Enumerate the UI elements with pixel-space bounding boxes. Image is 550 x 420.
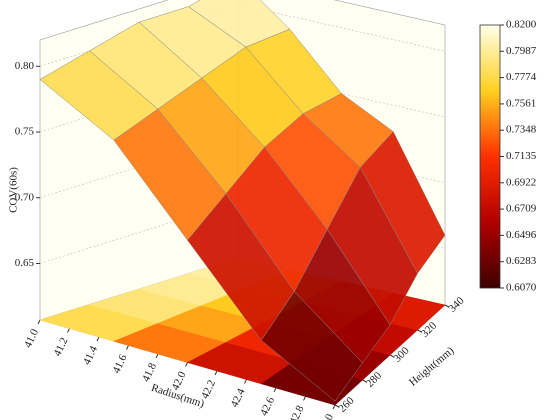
z-tick-label: 0.75: [15, 126, 35, 138]
colorbar-tick-label: 0.7987: [506, 45, 537, 57]
colorbar-tick-label: 0.7561: [506, 97, 536, 109]
colorbar-tick-label: 0.7348: [506, 124, 537, 136]
x-tick-label: 43.0: [317, 412, 336, 420]
x-tick-label: 42.4: [229, 386, 248, 409]
colorbar-tick-label: 0.8200: [506, 19, 537, 31]
x-tick: [96, 336, 100, 342]
x-tick-label: 41.8: [140, 361, 159, 384]
x-tick-label: 41.2: [52, 336, 71, 359]
x-tick-label: 42.8: [288, 403, 307, 420]
x-tick: [214, 370, 218, 376]
colorbar-tick-label: 0.6922: [506, 176, 536, 188]
z-tick-label: 0.70: [15, 191, 35, 203]
x-tick: [332, 404, 336, 410]
z-tick-label: 0.80: [15, 60, 35, 72]
surface-patch: [260, 291, 363, 402]
y-axis-label: Height(mm): [407, 344, 457, 388]
colorbar-tick-label: 0.6283: [506, 255, 537, 267]
colorbar-tick-label: 0.7135: [506, 150, 537, 162]
x-tick: [244, 379, 247, 384]
x-tick-label: 41.6: [111, 352, 130, 375]
x-tick: [155, 353, 159, 359]
z-tick-label: 0.65: [15, 257, 35, 269]
y-tick: [389, 354, 395, 358]
x-tick: [126, 345, 129, 350]
x-tick-label: 42.6: [258, 395, 277, 418]
x-tick: [273, 387, 277, 393]
y-tick-label: 340: [446, 294, 467, 315]
z-axis-label: COV(60s): [8, 167, 20, 213]
colorbar-tick-label: 0.6709: [506, 203, 537, 215]
x-tick: [185, 362, 188, 367]
colorbar-tick-label: 0.6070: [506, 282, 537, 294]
x-tick-label: 41.4: [81, 344, 100, 367]
y-tick: [417, 329, 422, 333]
colorbar-tick-label: 0.6496: [506, 229, 537, 241]
y-tick: [444, 304, 450, 308]
colorbar-tick-label: 0.7774: [506, 71, 537, 83]
x-tick: [67, 328, 70, 333]
x-tick: [37, 319, 41, 325]
x-tick: [303, 396, 306, 401]
x-tick-label: 41.0: [22, 327, 41, 350]
y-tick: [334, 404, 340, 408]
y-tick: [362, 379, 367, 383]
colorbar: [479, 24, 501, 289]
